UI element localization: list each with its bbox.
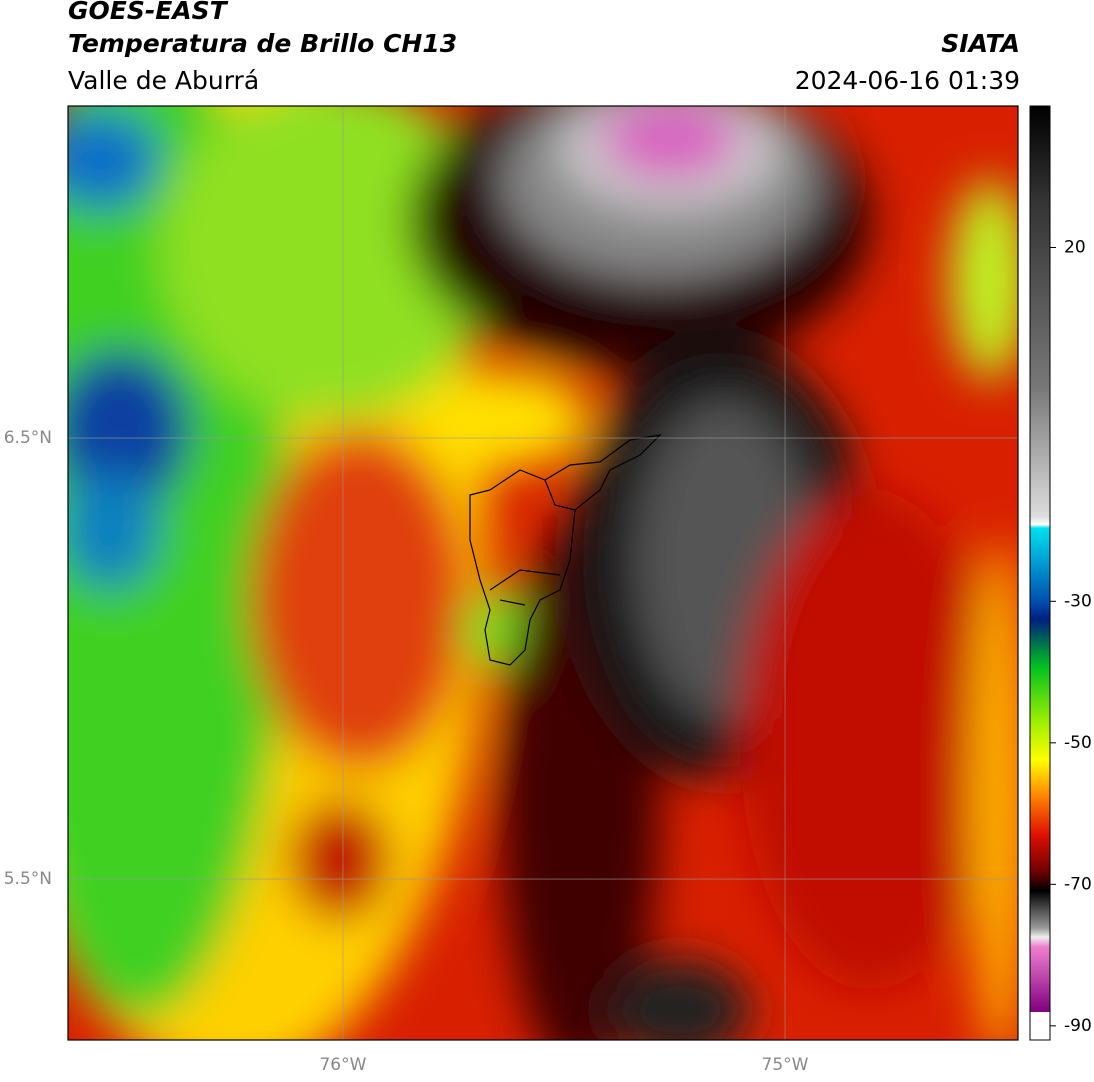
colorbar-label: -90: [1064, 1016, 1092, 1036]
source: SIATA: [941, 29, 1020, 58]
lat-label: 5.5°N: [4, 869, 52, 889]
colorbar-label: 20: [1064, 238, 1086, 258]
colorbar-label: -70: [1064, 874, 1092, 894]
region-outline: [469, 434, 662, 666]
lon-label: 76°W: [319, 1055, 366, 1075]
lat-label: 6.5°N: [4, 428, 52, 448]
map-frame: [67, 105, 1019, 1041]
satellite-image: [68, 106, 1018, 1040]
colorbar-label: -50: [1064, 733, 1092, 753]
graticule: [68, 106, 1018, 1040]
region: Valle de Aburrá: [68, 66, 259, 95]
title: GOES-EAST: [68, 0, 229, 25]
timestamp: 2024-06-16 01:39: [795, 66, 1020, 95]
subtitle: Temperatura de Brillo CH13: [68, 29, 457, 58]
colorbar: [1029, 105, 1051, 1041]
colorbar-ticks: 20 -30 -50 -70 -90: [1050, 238, 1092, 1036]
lon-label: 75°W: [762, 1055, 809, 1075]
colorbar-label: -30: [1064, 591, 1092, 611]
